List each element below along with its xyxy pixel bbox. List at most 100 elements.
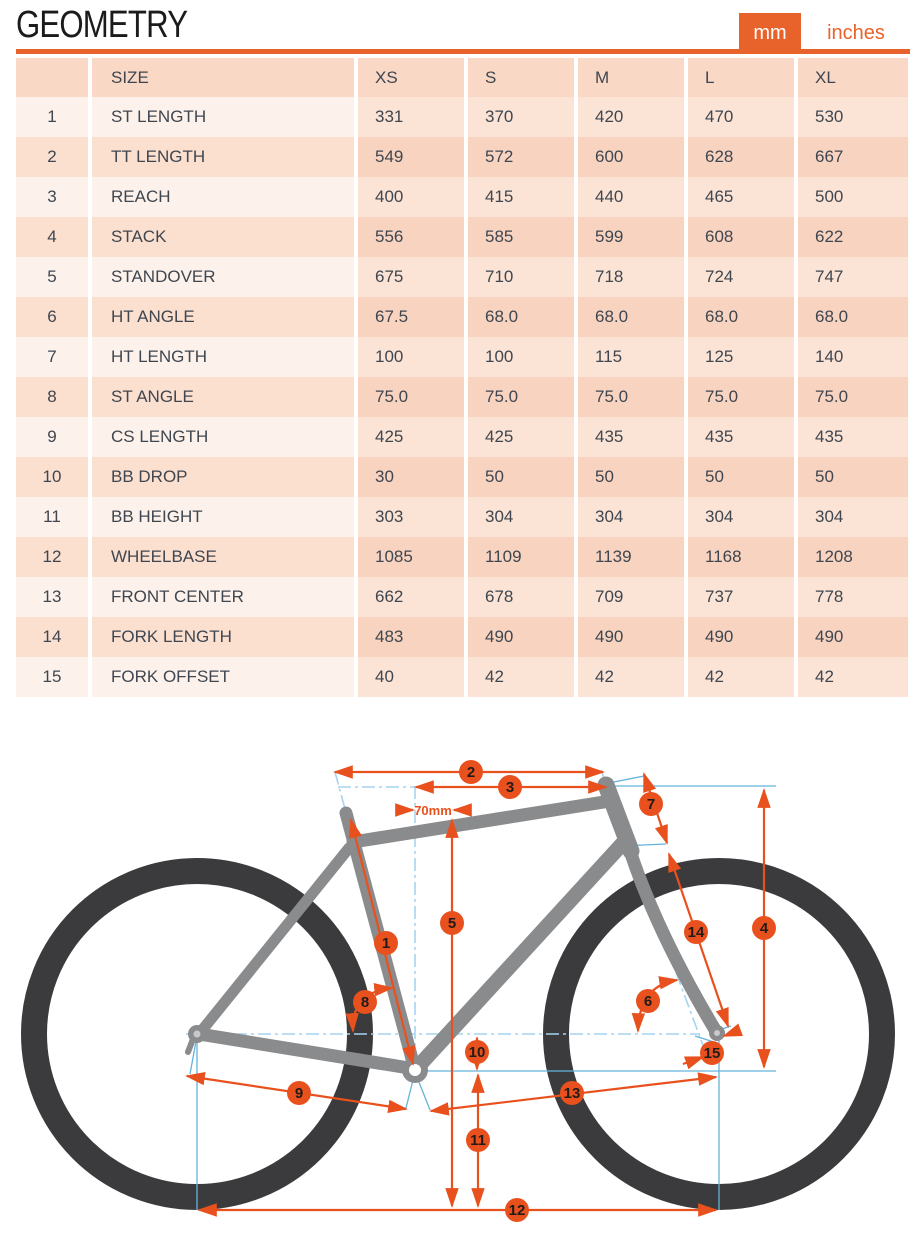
row-label: WHEELBASE [92, 537, 354, 577]
table-row: 9 CS LENGTH 425 425 435 435 435 [16, 417, 908, 457]
svg-text:13: 13 [564, 1085, 581, 1102]
table-header-row: SIZE XS S M L XL [16, 58, 908, 97]
row-value: 662 [358, 577, 464, 617]
row-value: 530 [798, 97, 908, 137]
row-number: 2 [16, 137, 88, 177]
row-value: 50 [578, 457, 684, 497]
svg-text:6: 6 [644, 993, 652, 1010]
row-label: FORK LENGTH [92, 617, 354, 657]
row-label: CS LENGTH [92, 417, 354, 457]
marker-badge-3: 3 [498, 775, 522, 799]
table-row: 1 ST LENGTH 331 370 420 470 530 [16, 97, 908, 137]
row-value: 556 [358, 217, 464, 257]
svg-text:1: 1 [382, 935, 390, 952]
row-value: 724 [688, 257, 794, 297]
row-value: 42 [798, 657, 908, 697]
row-value: 304 [468, 497, 574, 537]
row-value: 303 [358, 497, 464, 537]
row-value: 68.0 [468, 297, 574, 337]
row-number: 6 [16, 297, 88, 337]
geometry-diagram: 70mm 1 2 3 4 5 6 7 8 9 10 11 12 13 14 15 [21, 760, 895, 1222]
row-value: 75.0 [578, 377, 684, 417]
row-value: 778 [798, 577, 908, 617]
svg-text:9: 9 [295, 1085, 303, 1102]
row-label: ST ANGLE [92, 377, 354, 417]
marker-badge-8: 8 [353, 990, 377, 1014]
top-tube [346, 795, 611, 849]
row-value: 500 [798, 177, 908, 217]
row-number: 3 [16, 177, 88, 217]
unit-inches-tab[interactable]: inches [827, 22, 885, 44]
row-value: 75.0 [468, 377, 574, 417]
row-value: 42 [688, 657, 794, 697]
row-number: 4 [16, 217, 88, 257]
row-value: 304 [578, 497, 684, 537]
row-value: 68.0 [798, 297, 908, 337]
svg-text:8: 8 [361, 994, 369, 1011]
row-label: BB HEIGHT [92, 497, 354, 537]
table-row: 11 BB HEIGHT 303 304 304 304 304 [16, 497, 908, 537]
row-label: FORK OFFSET [92, 657, 354, 697]
column-header-xs: XS [358, 58, 464, 97]
row-number: 7 [16, 337, 88, 377]
row-value: 608 [688, 217, 794, 257]
row-value: 628 [688, 137, 794, 177]
svg-text:11: 11 [470, 1132, 486, 1149]
table-row: 10 BB DROP 30 50 50 50 50 [16, 457, 908, 497]
row-label: ST LENGTH [92, 97, 354, 137]
row-value: 415 [468, 177, 574, 217]
svg-text:2: 2 [467, 764, 475, 781]
marker-badge-10: 10 [465, 1040, 489, 1064]
row-value: 1139 [578, 537, 684, 577]
row-value: 75.0 [798, 377, 908, 417]
seatstay [193, 842, 355, 1040]
column-header-m: M [578, 58, 684, 97]
marker-badge-14: 14 [684, 920, 708, 944]
row-label: STACK [92, 217, 354, 257]
row-value: 1168 [688, 537, 794, 577]
row-label: FRONT CENTER [92, 577, 354, 617]
row-value: 435 [688, 417, 794, 457]
svg-text:4: 4 [760, 920, 769, 937]
row-value: 67.5 [358, 297, 464, 337]
row-value: 585 [468, 217, 574, 257]
row-value: 75.0 [688, 377, 794, 417]
row-number: 13 [16, 577, 88, 617]
marker-badge-9: 9 [287, 1081, 311, 1105]
row-value: 490 [578, 617, 684, 657]
chainstay [192, 1027, 416, 1075]
marker-badge-4: 4 [752, 916, 776, 940]
row-value: 50 [688, 457, 794, 497]
row-value: 709 [578, 577, 684, 617]
dim-fork-offset-b [682, 1055, 705, 1070]
row-number: 15 [16, 657, 88, 697]
unit-mm-tab[interactable]: mm [739, 13, 801, 54]
row-number: 1 [16, 97, 88, 137]
marker-badge-2: 2 [459, 760, 483, 784]
row-value: 465 [688, 177, 794, 217]
row-value: 42 [468, 657, 574, 697]
geometry-table-body: 1 ST LENGTH 331 370 420 470 530 2 TT LENGTH 549 57… [16, 97, 908, 697]
row-value: 572 [468, 137, 574, 177]
row-value: 304 [688, 497, 794, 537]
row-label: STANDOVER [92, 257, 354, 297]
row-value: 440 [578, 177, 684, 217]
row-value: 470 [688, 97, 794, 137]
svg-text:5: 5 [448, 915, 456, 932]
row-number: 9 [16, 417, 88, 457]
marker-badges: 1 2 3 4 5 6 7 8 9 10 11 12 13 14 15 [287, 760, 776, 1222]
head-tube [597, 776, 640, 860]
marker-badge-7: 7 [639, 792, 663, 816]
table-row: 3 REACH 400 415 440 465 500 [16, 177, 908, 217]
svg-text:12: 12 [509, 1202, 526, 1219]
row-value: 490 [688, 617, 794, 657]
row-value: 115 [578, 337, 684, 377]
row-number: 11 [16, 497, 88, 537]
svg-text:14: 14 [688, 924, 705, 941]
table-row: 7 HT LENGTH 100 100 115 125 140 [16, 337, 908, 377]
row-value: 100 [468, 337, 574, 377]
row-number: 14 [16, 617, 88, 657]
row-value: 140 [798, 337, 908, 377]
row-value: 1208 [798, 537, 908, 577]
row-value: 435 [798, 417, 908, 457]
